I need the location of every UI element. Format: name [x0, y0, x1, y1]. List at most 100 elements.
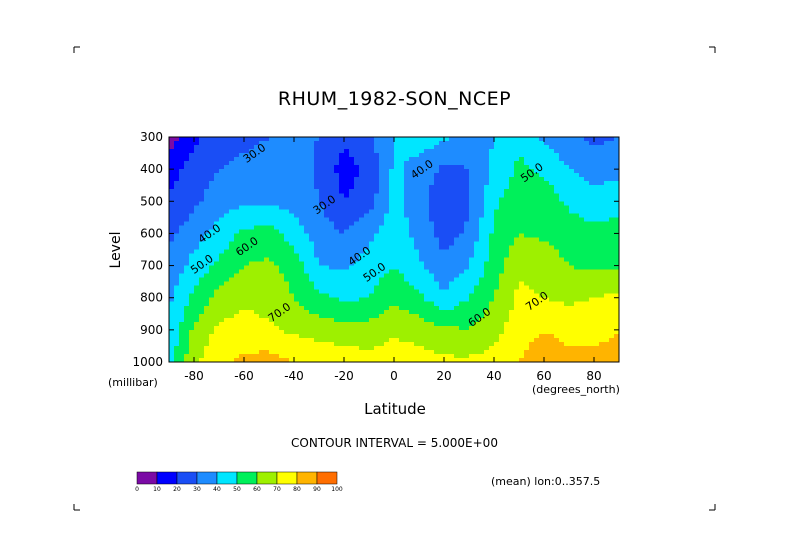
heatmap-cell	[579, 241, 585, 247]
heatmap-cell	[494, 249, 500, 255]
heatmap-cell	[214, 341, 220, 347]
heatmap-cell	[319, 241, 325, 247]
heatmap-cell	[529, 169, 535, 174]
heatmap-cell	[344, 349, 350, 355]
heatmap-cell	[249, 189, 255, 194]
heatmap-cell	[224, 285, 230, 291]
heatmap-cell	[389, 329, 395, 335]
heatmap-cell	[574, 209, 580, 214]
heatmap-cell	[319, 209, 325, 214]
heatmap-cell	[504, 225, 510, 231]
heatmap-cell	[424, 337, 430, 343]
heatmap-cell	[434, 201, 440, 206]
heatmap-cell	[404, 181, 410, 186]
heatmap-cell	[274, 309, 280, 315]
heatmap-cell	[574, 145, 580, 150]
heatmap-cell	[174, 201, 180, 206]
heatmap-cell	[539, 181, 545, 186]
heatmap-cell	[409, 145, 415, 150]
heatmap-cell	[534, 273, 540, 279]
heatmap-cell	[549, 305, 555, 311]
heatmap-cell	[419, 333, 425, 339]
heatmap-cell	[189, 317, 195, 323]
heatmap-cell	[289, 333, 295, 339]
heatmap-cell	[219, 173, 225, 178]
heatmap-cell	[394, 205, 400, 210]
heatmap-cell	[424, 293, 430, 299]
heatmap-cell	[439, 333, 445, 339]
heatmap-cell	[569, 285, 575, 291]
heatmap-cell	[594, 173, 600, 178]
heatmap-cell	[234, 257, 240, 263]
heatmap-cell	[209, 245, 215, 251]
heatmap-cell	[484, 181, 490, 186]
heatmap-cell	[594, 153, 600, 158]
heatmap-cell	[269, 157, 275, 162]
heatmap-cell	[484, 145, 490, 150]
heatmap-cell	[349, 201, 355, 206]
heatmap-cell	[364, 237, 370, 243]
heatmap-cell	[464, 193, 470, 198]
heatmap-cell	[569, 161, 575, 166]
heatmap-cell	[434, 333, 440, 339]
heatmap-cell	[589, 249, 595, 255]
heatmap-cell	[224, 261, 230, 267]
heatmap-cell	[494, 181, 500, 186]
heatmap-cell	[474, 157, 480, 162]
heatmap-cell	[329, 333, 335, 339]
heatmap-cell	[419, 229, 425, 235]
heatmap-cell	[599, 173, 605, 178]
heatmap-cell	[554, 205, 560, 210]
heatmap-cell	[309, 189, 315, 194]
heatmap-cell	[504, 293, 510, 299]
heatmap-cell	[514, 277, 520, 283]
heatmap-cell	[519, 333, 525, 339]
heatmap-cell	[564, 181, 570, 186]
heatmap-cell	[489, 221, 495, 226]
heatmap-cell	[364, 249, 370, 255]
heatmap-cell	[594, 165, 600, 170]
heatmap-cell	[574, 189, 580, 194]
heatmap-cell	[449, 165, 455, 170]
heatmap-cell	[349, 233, 355, 239]
heatmap-cell	[254, 181, 260, 186]
heatmap-cell	[189, 145, 195, 150]
heatmap-cell	[564, 197, 570, 202]
heatmap-cell	[184, 313, 190, 319]
heatmap-cell	[399, 265, 405, 271]
heatmap-cell	[379, 321, 385, 327]
heatmap-cell	[614, 169, 620, 174]
heatmap-cell	[404, 249, 410, 255]
heatmap-cell	[479, 189, 485, 194]
heatmap-cell	[479, 169, 485, 174]
heatmap-cell	[589, 337, 595, 343]
heatmap-cell	[389, 149, 395, 154]
heatmap-cell	[239, 353, 245, 359]
heatmap-cell	[284, 225, 290, 231]
heatmap-cell	[199, 197, 205, 202]
heatmap-cell	[209, 309, 215, 315]
heatmap-cell	[279, 289, 285, 295]
heatmap-cell	[264, 189, 270, 194]
heatmap-cell	[609, 317, 615, 323]
heatmap-cell	[169, 209, 175, 214]
heatmap-cell	[409, 277, 415, 283]
heatmap-cell	[529, 153, 535, 158]
heatmap-cell	[439, 217, 445, 222]
heatmap-cell	[449, 185, 455, 190]
heatmap-cell	[284, 141, 290, 146]
heatmap-cell	[604, 233, 610, 239]
heatmap-cell	[589, 197, 595, 202]
heatmap-cell	[324, 293, 330, 299]
heatmap-cell	[349, 289, 355, 295]
heatmap-cell	[329, 265, 335, 271]
heatmap-cell	[189, 165, 195, 170]
heatmap-cell	[324, 333, 330, 339]
heatmap-cell	[269, 253, 275, 259]
heatmap-cell	[214, 241, 220, 247]
heatmap-cell	[514, 309, 520, 315]
heatmap-cell	[349, 341, 355, 347]
heatmap-cell	[224, 357, 230, 363]
heatmap-cell	[319, 333, 325, 339]
heatmap-cell	[589, 345, 595, 351]
